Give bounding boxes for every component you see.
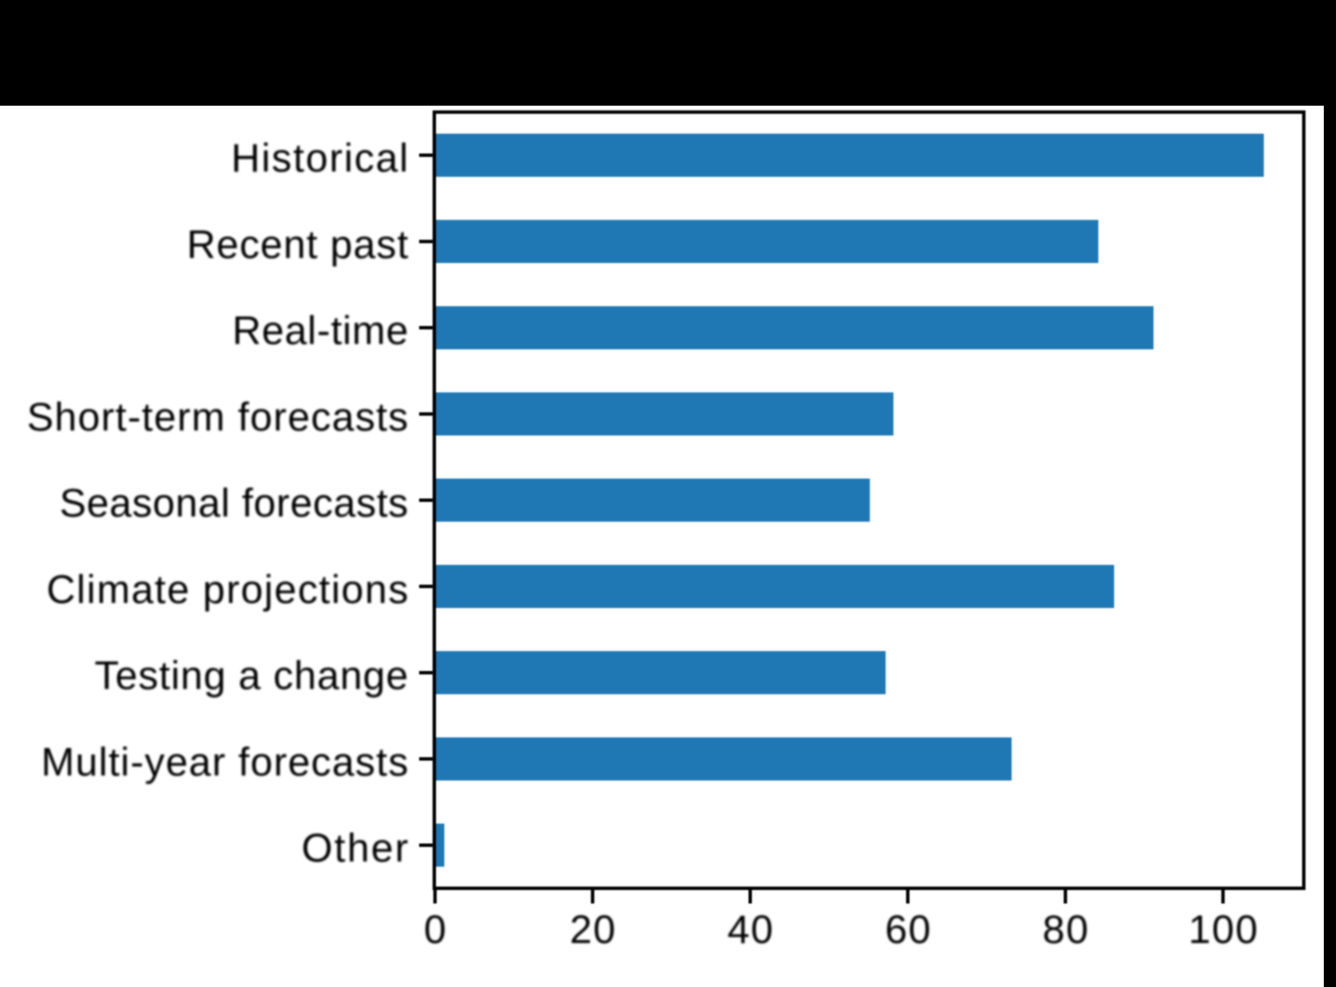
svg-text:40: 40 — [727, 908, 774, 952]
svg-text:60: 60 — [885, 908, 932, 952]
svg-text:Short-term forecasts: Short-term forecasts — [27, 396, 409, 440]
svg-text:Historical: Historical — [231, 137, 409, 181]
svg-text:Climate projections: Climate projections — [46, 568, 409, 612]
svg-text:100: 100 — [1188, 908, 1258, 952]
svg-text:20: 20 — [570, 908, 617, 952]
svg-text:Seasonal forecasts: Seasonal forecasts — [59, 482, 408, 526]
svg-text:Multi-year forecasts: Multi-year forecasts — [41, 740, 409, 784]
svg-text:80: 80 — [1043, 908, 1090, 952]
svg-text:Recent past: Recent past — [187, 223, 409, 267]
svg-text:Other: Other — [302, 827, 410, 871]
svg-text:0: 0 — [424, 908, 447, 952]
svg-text:Testing a change: Testing a change — [94, 654, 408, 698]
svg-text:Real-time: Real-time — [232, 309, 409, 353]
